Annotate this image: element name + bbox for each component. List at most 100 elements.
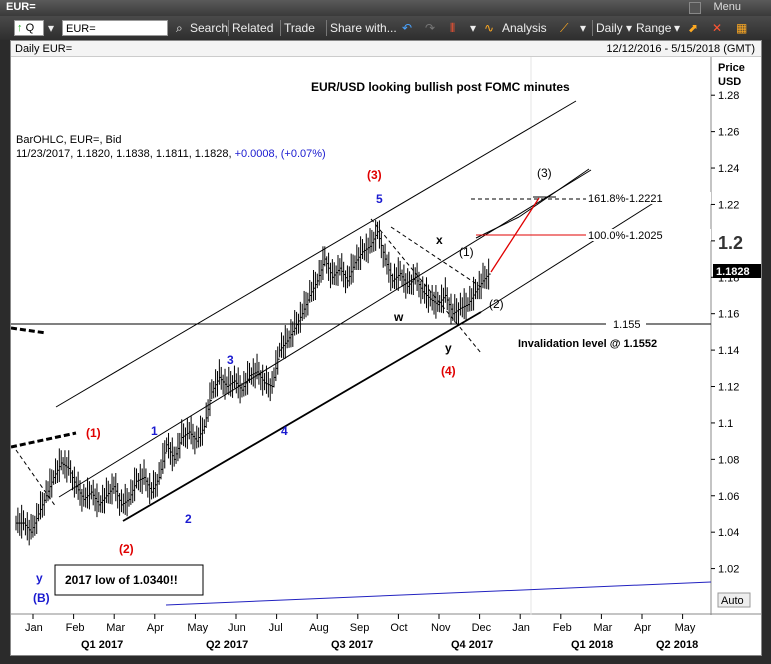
time-axis: Jan Feb Mar Apr May Jun Jul Aug Sep Oct Nov Dec Jan F… <box>25 614 698 651</box>
wave-label: y <box>445 341 452 355</box>
x-tick-label: Mar <box>593 622 612 634</box>
title-bar: EUR= Menu <box>0 0 771 16</box>
y-tick-label: 1.24 <box>718 163 739 175</box>
svg-text:11/23/2017, 1.1820, 1.1838, 1.: 11/23/2017, 1.1820, 1.1838, 1.1811, 1.18… <box>16 148 326 160</box>
fib-100-label: 100.0%-1.2025 <box>588 230 663 242</box>
wave-label: (2) <box>119 542 134 556</box>
x-tick-label: Jul <box>269 622 283 634</box>
redo-icon[interactable]: ↷ <box>425 21 436 35</box>
x-tick-label: May <box>675 622 696 634</box>
x-tick-label: Apr <box>147 622 164 634</box>
wave-label: w <box>393 310 404 324</box>
y-tick-label: 1.26 <box>718 127 739 139</box>
y-tick-label: 1.16 <box>718 309 739 321</box>
quote-type-select[interactable]: ↑ Q <box>14 20 44 36</box>
x-tick-label: Oct <box>390 622 407 634</box>
bar-style-dropdown-icon[interactable]: ▾ <box>470 21 477 35</box>
compare-icon[interactable]: ✕ <box>712 21 723 35</box>
interval-select[interactable]: Daily <box>596 21 623 35</box>
share-button[interactable]: Share with... <box>330 21 397 35</box>
wave-label: x <box>436 233 443 247</box>
low-note-box: 2017 low of 1.0340!! <box>65 573 178 587</box>
chart-date-range: 12/12/2016 - 5/15/2018 (GMT) <box>606 43 755 55</box>
level-1155-label: 1.155 <box>613 319 641 331</box>
analysis-button[interactable]: Analysis <box>502 21 547 35</box>
x-tick-label: Jan <box>25 622 43 634</box>
last-price-badge: 1.1828 <box>716 266 750 278</box>
chart-panel: Daily EUR= 12/12/2016 - 5/15/2018 (GMT) … <box>10 40 762 656</box>
chart-header: Daily EUR= 12/12/2016 - 5/15/2018 (GMT) <box>11 41 761 57</box>
big-level-label: 1.2 <box>718 233 743 253</box>
wave-label: 4 <box>281 424 288 438</box>
chart-instrument-label: Daily EUR= <box>15 43 73 55</box>
x-tick-label: Sep <box>350 622 370 634</box>
price-axis: 1.281.261.241.221.181.161.141.121.11.081… <box>711 90 739 576</box>
drawing-dropdown-icon[interactable]: ▾ <box>580 21 587 35</box>
related-button[interactable]: Related <box>232 21 274 35</box>
x-tick-label: Dec <box>472 622 492 634</box>
wave-label: 5 <box>376 192 383 206</box>
chart-annotation-title: EUR/USD looking bullish post FOMC minute… <box>311 80 570 94</box>
symbol-input[interactable]: EUR= <box>62 20 168 36</box>
fib-161-label: 161.8%-1.2221 <box>588 193 663 205</box>
toolbar: ↑ Q ▾ EUR= ⌕ Search Related Trade Share … <box>0 16 771 40</box>
wave-label: (1) <box>86 426 101 440</box>
menu-button[interactable]: Menu <box>713 1 741 13</box>
trade-button[interactable]: Trade <box>284 21 315 35</box>
legend-line2: 11/23/2017, 1.1820, 1.1838, 1.1811, 1.18… <box>16 148 235 160</box>
wave-label: (B) <box>33 591 50 605</box>
bar-style-icon[interactable]: ⫴ <box>450 21 456 35</box>
y-tick-label: 1.02 <box>718 564 739 576</box>
range-dropdown-icon[interactable]: ▾ <box>674 21 681 35</box>
quarter-label: Q1 2017 <box>81 639 123 651</box>
chart-grid-icon[interactable]: ▦ <box>736 21 748 35</box>
undo-icon[interactable]: ↶ <box>402 21 413 35</box>
analysis-icon[interactable]: ∿ <box>484 21 495 35</box>
quarter-label: Q2 2017 <box>206 639 248 651</box>
x-tick-label: Feb <box>553 622 572 634</box>
wave-label: (3) <box>367 168 382 182</box>
y-tick-label: 1.1 <box>718 418 733 430</box>
wave-labels: (1) (2) (3) (4) 1 2 3 4 5 y (B) w x y (1) (2) (3) <box>33 166 552 605</box>
y-tick-label: 1.06 <box>718 491 739 503</box>
line-chart-icon[interactable]: ⬈ <box>688 21 699 35</box>
price-axis-unit: USD <box>718 76 741 88</box>
x-tick-label: Nov <box>431 622 451 634</box>
wave-label: 3 <box>227 353 234 367</box>
wave-label: (2) <box>489 297 504 311</box>
quarter-label: Q4 2017 <box>451 639 493 651</box>
x-tick-label: Jan <box>512 622 530 634</box>
x-tick-label: Apr <box>634 622 651 634</box>
x-tick-label: Jun <box>228 622 246 634</box>
legend-line1: BarOHLC, EUR=, Bid <box>16 134 121 146</box>
quarter-label: Q2 2018 <box>656 639 698 651</box>
x-tick-label: Mar <box>106 622 125 634</box>
quarter-label: Q3 2017 <box>331 639 373 651</box>
y-tick-label: 1.08 <box>718 454 739 466</box>
y-tick-label: 1.22 <box>718 199 739 211</box>
y-tick-label: 1.28 <box>718 90 739 102</box>
y-tick-label: 1.14 <box>718 345 739 357</box>
ohlc-bars <box>15 219 491 546</box>
interval-dropdown-icon[interactable]: ▾ <box>626 21 633 35</box>
drawing-tool-icon[interactable]: ⟋ <box>560 21 569 35</box>
legend-change: +0.0008, (+0.07%) <box>235 148 326 160</box>
range-select[interactable]: Range <box>636 21 672 35</box>
price-axis-title: Price <box>718 62 745 74</box>
y-tick-label: 1.04 <box>718 527 739 539</box>
wave-label: 2 <box>185 512 192 526</box>
menu-icon[interactable] <box>689 2 701 14</box>
wave-label: (1) <box>459 245 474 259</box>
wave-label: (3) <box>537 166 552 180</box>
auto-scale-button[interactable]: Auto <box>721 595 744 607</box>
x-tick-label: Feb <box>66 622 85 634</box>
search-button[interactable]: Search <box>190 21 229 35</box>
search-icon[interactable]: ⌕ <box>176 21 183 35</box>
wave-label: y <box>36 571 43 585</box>
x-tick-label: Aug <box>309 622 329 634</box>
dropdown-arrow-icon[interactable]: ▾ <box>48 21 55 35</box>
price-chart[interactable]: 1.281.261.241.221.181.161.141.121.11.081… <box>11 57 761 655</box>
y-tick-label: 1.12 <box>718 382 739 394</box>
wave-label: 1 <box>151 424 158 438</box>
quarter-label: Q1 2018 <box>571 639 613 651</box>
